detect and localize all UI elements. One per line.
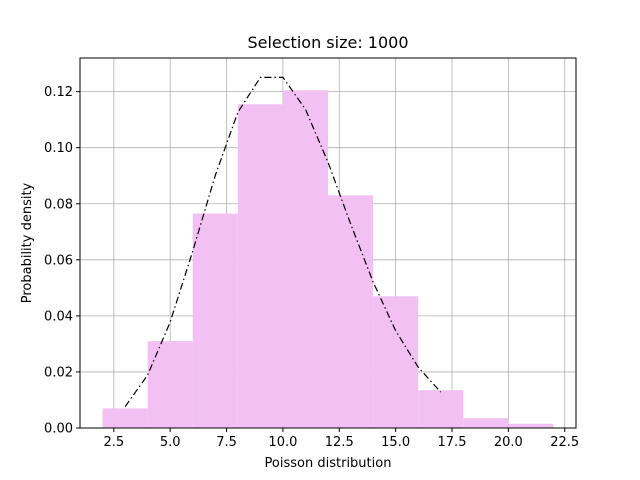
x-tick-label: 5.0	[160, 435, 181, 450]
histogram-bar	[373, 296, 419, 428]
y-axis-ticks: 0.00 0.02 0.04 0.06 0.08 0.10 0.12	[44, 85, 80, 437]
x-tick-label: 2.5	[103, 435, 124, 450]
histogram-bars	[102, 90, 554, 428]
y-tick-label: 0.04	[44, 309, 73, 324]
x-tick-label: 20.0	[494, 435, 523, 450]
histogram-bar	[147, 341, 193, 428]
x-tick-label: 17.5	[438, 435, 467, 450]
histogram-bar	[463, 418, 509, 428]
x-tick-label: 15.0	[381, 435, 410, 450]
x-axis-ticks: 2.5 5.0 7.5 10.0 12.5 15.0 17.5 20.0 22.5	[103, 428, 579, 450]
histogram-bar	[192, 213, 238, 428]
x-axis-label: Poisson distribution	[265, 456, 392, 471]
y-tick-label: 0.12	[44, 85, 73, 100]
y-tick-label: 0.00	[44, 422, 73, 437]
x-tick-label: 7.5	[216, 435, 237, 450]
pmf-curve	[124, 76, 442, 408]
x-tick-label: 12.5	[325, 435, 354, 450]
histogram-bar	[328, 195, 374, 428]
chart-title: Selection size: 1000	[247, 33, 408, 52]
histogram-bar	[282, 90, 328, 428]
y-tick-label: 0.08	[44, 197, 73, 212]
y-axis-label: Probability density	[20, 182, 35, 303]
histogram-bar	[102, 408, 148, 428]
plot-frame	[79, 57, 577, 429]
histogram-bar	[418, 390, 464, 428]
x-tick-label: 22.5	[550, 435, 579, 450]
y-tick-label: 0.10	[44, 141, 73, 156]
x-tick-label: 10.0	[268, 435, 297, 450]
histogram-bar	[237, 104, 283, 428]
y-tick-label: 0.02	[44, 365, 73, 380]
y-tick-label: 0.06	[44, 253, 73, 268]
histogram-bar	[508, 423, 554, 428]
